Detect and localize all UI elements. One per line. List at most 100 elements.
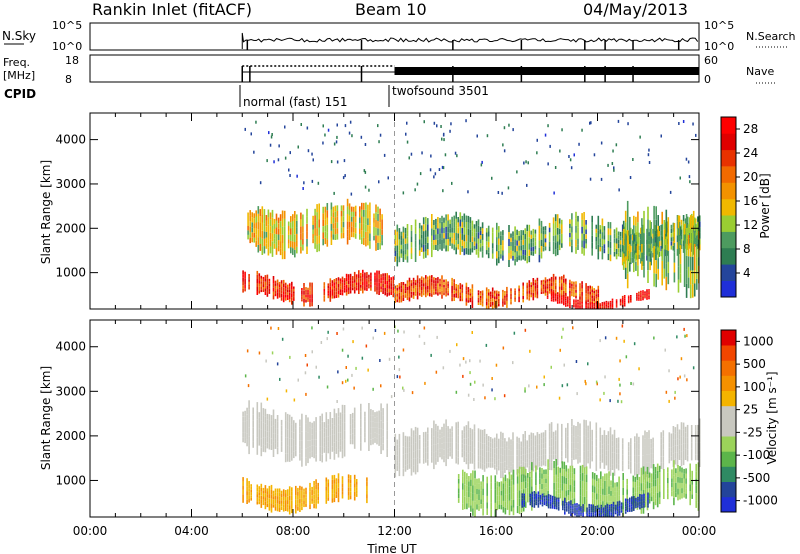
heatmap-cell [646, 234, 648, 240]
heatmap-cell [382, 429, 384, 437]
heatmap-cell [684, 449, 687, 455]
heatmap-cell [455, 247, 457, 255]
heatmap-cell [579, 304, 581, 306]
heatmap-cell [585, 293, 587, 297]
heatmap-cell [664, 244, 667, 251]
heatmap-cell [615, 453, 618, 459]
heatmap-cell [699, 227, 701, 233]
heatmap-cell [341, 279, 344, 283]
heatmap-cell [673, 262, 676, 273]
heatmap-cell [272, 417, 275, 426]
heatmap-cell [451, 243, 453, 249]
heatmap-cell [388, 285, 390, 289]
heatmap-cell [441, 239, 443, 245]
heatmap-cell [648, 472, 651, 478]
heatmap-cell [575, 289, 577, 293]
heatmap-cell [595, 298, 598, 301]
heatmap-cell [530, 287, 533, 290]
heatmap-cell [689, 270, 692, 285]
heatmap-cell [408, 293, 411, 298]
heatmap-cell [543, 498, 546, 501]
heatmap-cell [575, 300, 577, 303]
heatmap-cell [335, 433, 338, 441]
heatmap-cell [548, 281, 551, 284]
colorbar-swatch [721, 133, 736, 151]
heatmap-cell [503, 149, 506, 153]
heatmap-cell [309, 298, 311, 303]
heatmap-cell [583, 474, 586, 483]
heatmap-cell [548, 232, 551, 237]
heatmap-cell [402, 297, 405, 301]
heatmap-cell [345, 284, 348, 289]
heatmap-cell [540, 443, 543, 450]
heatmap-cell [447, 232, 449, 239]
heatmap-cell [256, 484, 259, 488]
heatmap-cell [626, 215, 629, 230]
heatmap-cell [496, 299, 498, 302]
heatmap-cell [431, 278, 433, 283]
heatmap-cell [637, 265, 639, 277]
heatmap-cell [296, 246, 298, 254]
heatmap-cell [565, 443, 567, 449]
heatmap-cell [655, 206, 657, 220]
heatmap-cell [699, 238, 701, 245]
heatmap-cell [471, 429, 474, 435]
heatmap-cell [475, 249, 478, 255]
heatmap-cell [396, 439, 399, 445]
heatmap-cell [646, 447, 648, 455]
heatmap-cell [325, 486, 328, 491]
heatmap-cell [611, 446, 614, 453]
heatmap-cell [689, 463, 691, 471]
heatmap-cell [636, 255, 638, 260]
heatmap-cell [244, 421, 246, 427]
heatmap-cell [465, 286, 468, 291]
heatmap-cell [378, 140, 380, 144]
heatmap-cell [479, 455, 482, 463]
heatmap-cell [343, 413, 346, 423]
heatmap-cell [683, 276, 686, 287]
heatmap-cell [394, 300, 397, 303]
heatmap-cell [376, 270, 378, 275]
heatmap-cell [465, 282, 468, 287]
heatmap-cell [372, 438, 374, 445]
heatmap-cell [581, 233, 583, 241]
heatmap-cell [686, 455, 689, 462]
heatmap-cell [427, 249, 429, 256]
heatmap-cell [680, 219, 683, 225]
heatmap-cell [629, 253, 631, 263]
heatmap-cell [624, 501, 627, 504]
heatmap-cell [405, 132, 407, 136]
heatmap-cell [410, 286, 413, 289]
heatmap-cell [649, 245, 651, 254]
heatmap-cell [635, 216, 637, 226]
heatmap-cell [485, 462, 488, 469]
heatmap-cell [648, 297, 650, 300]
heatmap-cell [563, 274, 565, 279]
heatmap-cell [678, 247, 681, 255]
heatmap-cell [404, 295, 407, 298]
heatmap-cell [692, 210, 695, 219]
heatmap-cell [386, 284, 388, 289]
heatmap-cell [580, 514, 582, 516]
heatmap-cell [258, 412, 261, 418]
heatmap-cell [626, 505, 629, 508]
heatmap-cell [685, 214, 688, 228]
heatmap-cell [602, 509, 605, 511]
heatmap-cell [247, 225, 249, 231]
heatmap-cell [579, 291, 581, 294]
heatmap-cell [554, 286, 557, 290]
heatmap-cell [567, 298, 569, 300]
heatmap-cell [670, 447, 673, 452]
heatmap-cell [572, 507, 574, 509]
heatmap-cell [388, 278, 390, 283]
heatmap-cell [575, 284, 577, 288]
heatmap-cell [561, 224, 563, 230]
heatmap-cell [545, 495, 548, 498]
heatmap-cell [400, 299, 403, 303]
heatmap-cell [648, 454, 650, 463]
heatmap-cell [283, 243, 286, 252]
heatmap-cell [491, 294, 494, 299]
heatmap-cell [558, 289, 561, 293]
heatmap-cell [327, 424, 330, 431]
heatmap-cell [632, 481, 635, 488]
